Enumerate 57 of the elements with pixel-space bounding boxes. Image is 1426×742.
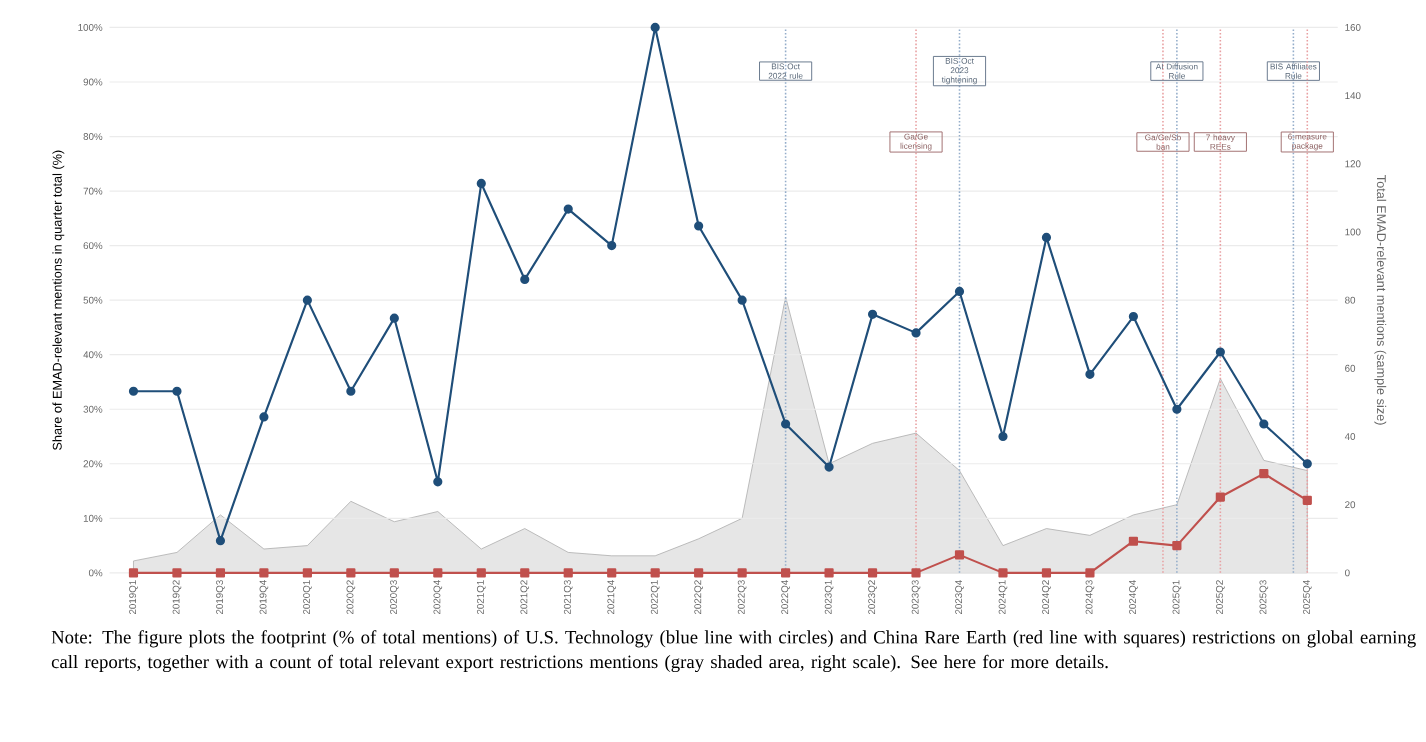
point: [694, 221, 704, 231]
point: [389, 568, 399, 578]
point: [563, 568, 573, 578]
point: [1259, 469, 1269, 479]
point: [1128, 312, 1138, 322]
point: [302, 568, 312, 578]
point: [911, 568, 921, 578]
point: [1041, 233, 1052, 243]
point: [737, 295, 747, 305]
point: [1302, 459, 1312, 469]
point: [694, 568, 704, 578]
point: [476, 568, 486, 578]
point: [1215, 347, 1225, 357]
point: [563, 204, 573, 214]
point: [954, 287, 965, 297]
point: [650, 568, 660, 578]
point: [824, 568, 834, 578]
point: [1215, 492, 1225, 502]
point: [867, 309, 878, 320]
point: [215, 568, 226, 578]
point: [781, 568, 791, 578]
point: [911, 328, 921, 338]
point: [867, 568, 878, 578]
point: [737, 568, 747, 578]
point: [1085, 568, 1095, 578]
point: [824, 462, 834, 472]
point: [781, 419, 791, 429]
point: [302, 295, 312, 305]
point: [259, 412, 269, 422]
point: [346, 386, 356, 397]
point: [607, 568, 617, 578]
point: [128, 568, 139, 578]
point: [1302, 495, 1312, 506]
point: [215, 536, 226, 546]
point: [172, 386, 182, 397]
point: [607, 241, 617, 251]
point: [259, 568, 269, 578]
point: [1172, 541, 1182, 551]
point: [128, 386, 139, 397]
point: [1041, 568, 1052, 578]
point: [1128, 536, 1138, 547]
point: [1259, 419, 1269, 429]
point: [954, 550, 965, 560]
point: [172, 568, 182, 578]
point: [346, 568, 356, 578]
point: [650, 23, 660, 33]
point: [1085, 369, 1095, 380]
point: [520, 275, 530, 285]
point: [389, 313, 399, 323]
text: Note: The figure plots the footprint (% of total mentions) of U.S. Technology (blue line with circles) and China Rare Earth (red line with squares) restrictions on global earning call reports, together with a count of total relevant export restrictions mentions (gray shaded area, right scale). See here for more details.: [51, 630, 1416, 673]
point: [476, 179, 486, 189]
point: [998, 568, 1008, 578]
point: [433, 568, 443, 578]
point: [1172, 404, 1182, 415]
point: [998, 432, 1008, 442]
point: [433, 477, 443, 487]
point: [520, 568, 530, 578]
